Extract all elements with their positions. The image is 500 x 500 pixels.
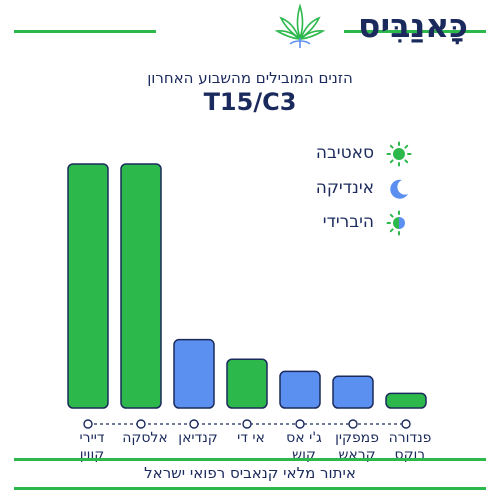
category-label-line: אי די [237,430,265,446]
legend-item-indica: אינדיקה [290,176,420,202]
chart-title: T15/C3 [203,88,297,116]
header-line-left [14,30,156,33]
brand-name: כָּאנַבִּיס [358,6,468,45]
x-tick-dot-5 [295,419,305,429]
bar-1 [67,163,109,409]
legend-label-indica: אינדיקה [315,178,374,198]
x-tick-dot-1 [83,419,93,429]
x-tick-dot-3 [189,419,199,429]
sun-icon [386,141,412,171]
moon-icon [386,176,412,206]
bar-4 [226,358,268,409]
x-tick-dot-6 [348,419,358,429]
footer-line-bottom [14,487,486,490]
bar-6 [332,375,374,409]
x-tick-dot-7 [401,419,411,429]
legend-label-hybrid: היברידי [322,212,374,232]
category-label-3: קנדיאן [178,430,217,446]
category-label-line: ג'י אס [286,430,322,446]
bar-2 [120,163,162,409]
legend-item-sativa: סאטיבה [290,141,420,167]
chart-subtitle: הזנים המובילים מהשבוע האחרון [147,69,353,87]
header-line-right [344,30,486,33]
bar-5 [279,370,321,409]
footer-line-top [14,458,486,461]
x-tick-dot-4 [242,419,252,429]
category-label-line: קנדיאן [178,430,217,446]
x-tick-dot-2 [136,419,146,429]
cannabis-leaf-icon [272,3,328,54]
half-sun-moon-icon [386,210,412,240]
category-label-line: דיירי [80,430,105,446]
category-label-line: פמפקין [335,430,379,446]
footer-text: איתור מלאי קנאביס רפואי ישראל [144,464,356,482]
legend-label-sativa: סאטיבה [315,143,374,163]
category-label-line: אלסקה [122,430,167,446]
legend-item-hybrid: היברידי [290,210,420,236]
category-label-4: אי די [237,430,265,446]
category-label-line: פנדורה [389,430,432,446]
bar-3 [173,338,215,409]
category-label-2: אלסקה [122,430,167,446]
bar-7 [385,392,427,409]
